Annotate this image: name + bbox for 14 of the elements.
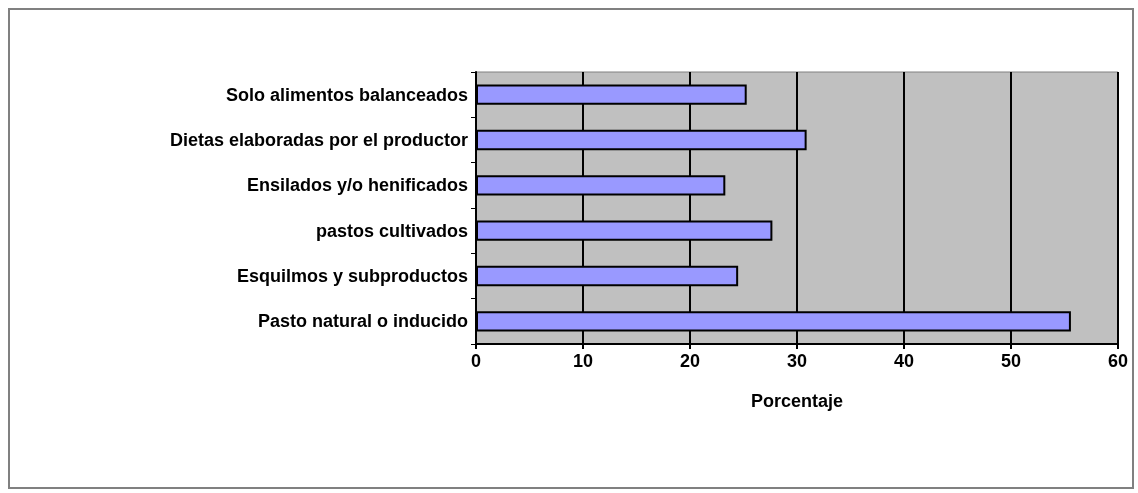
x-tick-label: 40: [893, 351, 915, 371]
y-tick-label: Ensilados y/o henificados: [246, 175, 468, 196]
x-tick-label: 0: [470, 351, 482, 371]
y-tick-label: Dietas elaboradas por el productor: [169, 130, 468, 150]
x-tick-label: 30: [786, 351, 808, 371]
y-tick-label: pastos cultivados: [315, 220, 468, 241]
y-tick-label: Esquilmos y subproductos: [236, 266, 468, 286]
x-tick-label: 50: [1000, 351, 1022, 371]
x-tick-label: 60: [1107, 351, 1129, 371]
y-tick-label: Solo alimentos balanceados: [225, 84, 468, 105]
x-axis-title: Porcentaje: [750, 391, 844, 411]
x-tick-label: 10: [572, 351, 594, 371]
x-tick-label: 20: [679, 351, 701, 371]
y-tick-label: Pasto natural o inducido: [257, 311, 468, 332]
